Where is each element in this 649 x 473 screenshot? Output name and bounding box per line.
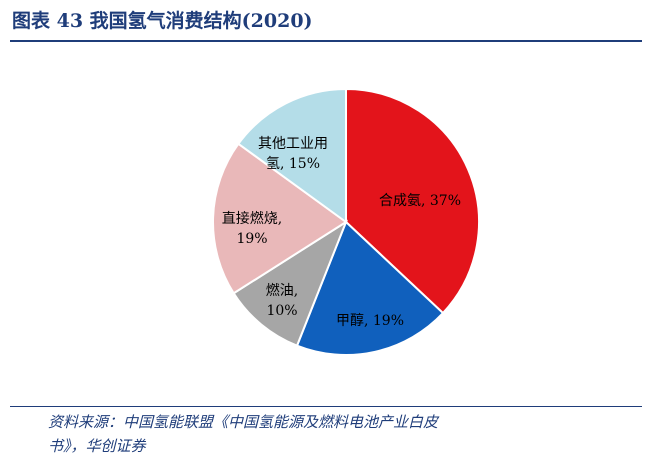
slice-label-3-line-1: 燃油, xyxy=(266,282,298,299)
slice-label-1-line-1: 合成氨, 37% xyxy=(379,193,461,209)
source-divider xyxy=(10,406,642,407)
pie-slice-5 xyxy=(237,87,347,224)
title-divider xyxy=(10,40,642,42)
pie-slice-3 xyxy=(232,219,349,347)
source-note: 资料来源：中国氢能联盟《中国氢能源及燃料电池产业白皮 书》，华创证券 xyxy=(48,410,628,458)
slice-label-3-line-2: 10% xyxy=(266,303,297,319)
figure-title: 图表 43 我国氢气消费结构(2020) xyxy=(12,10,313,32)
source-line-2: 书》，华创证券 xyxy=(48,437,146,455)
slice-label-1: 合成氨, 37% xyxy=(379,193,461,209)
slice-label-4-line-1: 直接燃烧, xyxy=(222,210,282,227)
slice-label-2: 甲醇, 19% xyxy=(336,312,404,329)
slice-label-5: 其他工业用氢, 15% xyxy=(258,136,328,172)
slice-label-5-line-1: 其他工业用 xyxy=(258,136,328,152)
source-line-1: 资料来源：中国氢能联盟《中国氢能源及燃料电池产业白皮 xyxy=(48,413,439,431)
pie-slice-4 xyxy=(211,142,348,295)
pie-slice-1 xyxy=(345,87,480,315)
slice-label-3: 燃油, 10% xyxy=(266,282,298,319)
slice-label-5-line-2: 氢, 15% xyxy=(266,156,320,172)
pie-chart: 合成氨, 37% 甲醇, 19% 燃油, 10% 直接燃烧, 19% 其他工业用氢, 15% xyxy=(211,87,480,356)
slice-label-4: 直接燃烧, 19% xyxy=(222,210,282,247)
slice-label-4-line-2: 19% xyxy=(236,231,267,247)
slice-label-2-line-1: 甲醇, 19% xyxy=(336,312,404,329)
